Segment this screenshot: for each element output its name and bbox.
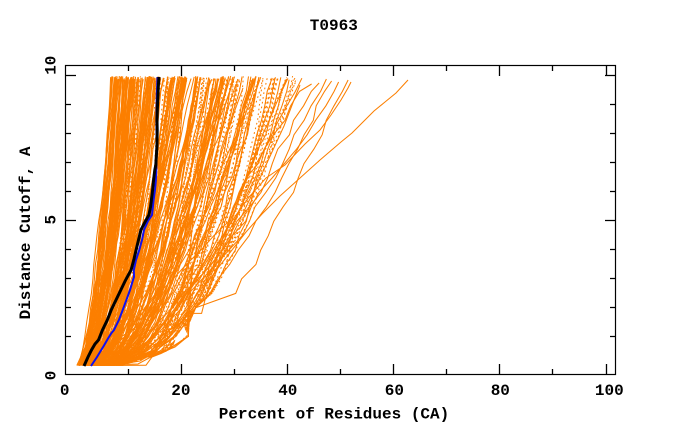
svg-text:60: 60 <box>385 382 404 400</box>
svg-text:Percent of Residues (CA): Percent of Residues (CA) <box>219 406 449 424</box>
svg-text:Distance Cutoff, A: Distance Cutoff, A <box>17 146 35 319</box>
svg-text:40: 40 <box>278 382 297 400</box>
svg-text:0: 0 <box>60 382 70 400</box>
svg-text:0: 0 <box>43 371 61 381</box>
svg-text:100: 100 <box>595 382 624 400</box>
svg-text:5: 5 <box>43 215 61 225</box>
svg-text:20: 20 <box>171 382 190 400</box>
svg-text:T0963: T0963 <box>310 17 358 35</box>
svg-text:80: 80 <box>491 382 510 400</box>
svg-text:10: 10 <box>43 56 61 75</box>
